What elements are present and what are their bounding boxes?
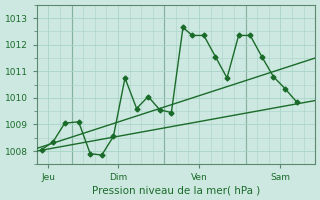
- X-axis label: Pression niveau de la mer( hPa ): Pression niveau de la mer( hPa ): [92, 185, 260, 195]
